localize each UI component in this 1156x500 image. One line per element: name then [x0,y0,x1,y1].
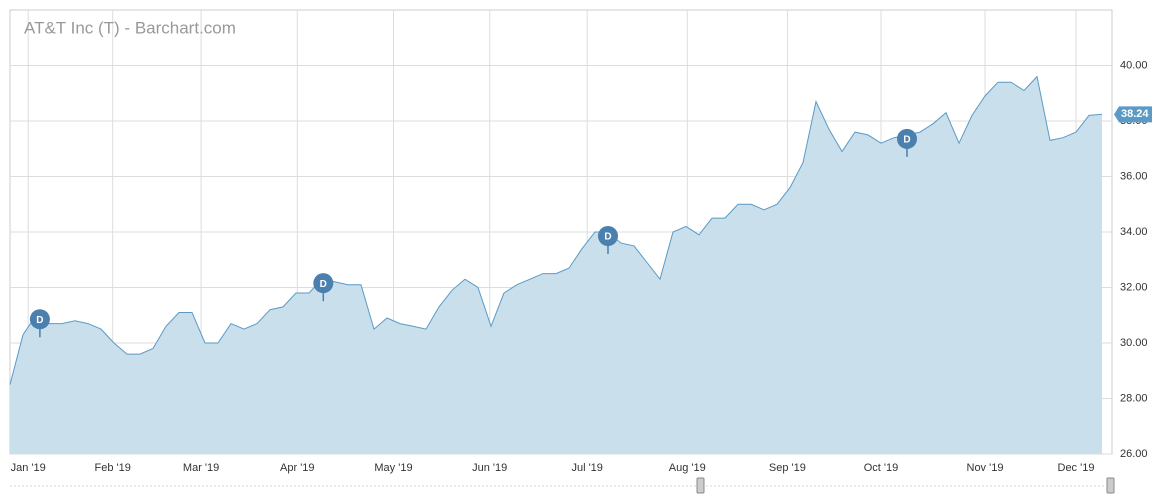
x-tick-label: Feb '19 [95,462,131,474]
x-tick-label: Sep '19 [769,462,806,474]
x-tick-label: Apr '19 [280,462,315,474]
price-line [9,75,1103,385]
navigator-handle[interactable] [696,477,705,494]
y-tick-label: 34.00 [1120,226,1148,238]
x-tick-label: Mar '19 [183,462,219,474]
dividend-marker [313,273,334,294]
chart-title: AT&T Inc (T) - Barchart.com [24,18,236,37]
dividend-marker [29,309,50,330]
x-tick-label: Jan '19 [11,462,46,474]
dividend-label: D [604,232,611,243]
dividend-marker [597,226,618,246]
area-fill [10,76,1102,454]
y-tick-label: 32.00 [1120,281,1148,293]
last-price-label: 38.24 [1121,108,1149,120]
dividend-label: D [320,279,327,290]
y-tick-label: 28.00 [1120,392,1148,404]
dividend-label: D [903,135,910,146]
price-tag [1114,106,1152,123]
dividend-marker [896,128,917,149]
x-tick-label: May '19 [374,462,412,474]
navigator-handle[interactable] [1106,477,1115,494]
x-tick-label: Jul '19 [571,462,602,474]
x-tick-label: Oct '19 [864,462,899,474]
y-tick-label: 36.00 [1120,170,1148,182]
x-tick-label: Jun '19 [472,462,507,474]
x-tick-label: Nov '19 [967,462,1004,474]
y-tick-label: 30.00 [1120,337,1148,349]
x-tick-label: Dec '19 [1058,462,1095,474]
dividend-label: D [36,315,43,326]
y-tick-label: 40.00 [1120,59,1148,71]
x-tick-label: Aug '19 [669,462,706,474]
y-tick-label: 26.00 [1120,448,1148,460]
